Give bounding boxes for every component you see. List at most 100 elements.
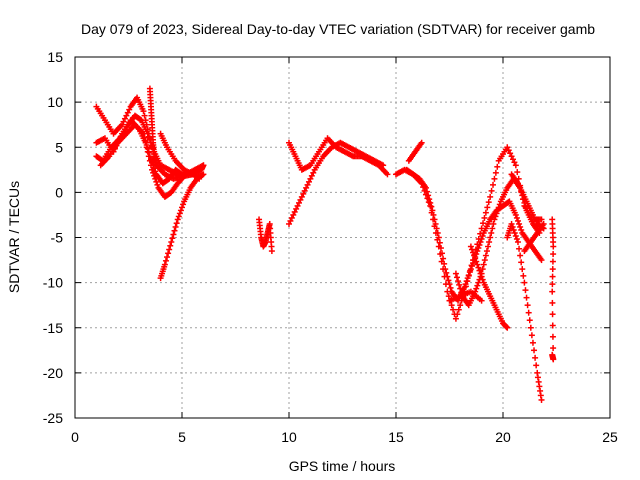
data-point bbox=[470, 249, 477, 256]
data-point bbox=[179, 171, 185, 178]
data-point bbox=[526, 317, 533, 324]
data-point bbox=[162, 257, 169, 264]
data-point bbox=[476, 242, 483, 249]
data-point bbox=[511, 229, 518, 236]
data-point bbox=[454, 311, 461, 318]
data-point bbox=[305, 178, 312, 185]
data-point bbox=[485, 243, 492, 250]
data-point bbox=[295, 199, 302, 206]
data-point bbox=[166, 246, 173, 253]
data-point bbox=[488, 187, 495, 194]
data-point bbox=[448, 302, 455, 309]
data-point bbox=[474, 248, 481, 255]
data-point bbox=[516, 245, 523, 252]
y-tick-label: -10 bbox=[43, 275, 63, 291]
data-point bbox=[549, 281, 556, 288]
data-point bbox=[507, 150, 514, 157]
series-arc-19 bbox=[521, 220, 547, 255]
y-axis-label: SDTVAR / TECUs bbox=[6, 181, 22, 293]
data-point bbox=[489, 225, 496, 232]
data-point bbox=[510, 226, 517, 233]
data-point bbox=[509, 223, 516, 230]
data-point bbox=[435, 234, 442, 241]
data-point bbox=[465, 272, 472, 279]
data-point bbox=[524, 302, 531, 309]
data-point bbox=[140, 130, 147, 137]
data-point bbox=[492, 213, 499, 220]
data-point bbox=[140, 108, 147, 115]
data-point bbox=[300, 190, 307, 197]
data-point bbox=[123, 112, 130, 119]
data-point bbox=[461, 284, 468, 291]
series-arc-7 bbox=[157, 171, 207, 282]
series-arc-6 bbox=[157, 130, 207, 178]
data-point bbox=[431, 216, 438, 223]
series-arc-20 bbox=[549, 216, 557, 363]
data-point bbox=[479, 266, 486, 273]
data-point bbox=[522, 203, 529, 210]
data-point bbox=[538, 216, 545, 223]
data-point bbox=[471, 252, 478, 259]
data-point bbox=[481, 214, 488, 221]
y-tick-label: 15 bbox=[47, 49, 63, 65]
data-point bbox=[120, 118, 127, 125]
data-point bbox=[450, 306, 457, 313]
data-point bbox=[525, 309, 532, 316]
data-point bbox=[468, 246, 475, 253]
data-point bbox=[119, 121, 126, 128]
data-point bbox=[442, 266, 449, 273]
data-point bbox=[518, 259, 525, 266]
data-point bbox=[520, 272, 527, 279]
data-point bbox=[141, 112, 148, 119]
data-point bbox=[549, 288, 556, 295]
data-point bbox=[427, 199, 434, 206]
y-tick-labels: 15 10 5 0 -5 -10 -15 -20 -25 bbox=[43, 49, 63, 426]
data-point bbox=[455, 306, 462, 313]
data-point bbox=[380, 162, 387, 169]
data-point bbox=[481, 257, 488, 264]
data-point bbox=[523, 294, 530, 301]
data-point bbox=[549, 311, 556, 318]
data-point bbox=[154, 181, 161, 188]
data-point bbox=[514, 239, 521, 246]
data-point bbox=[494, 163, 501, 170]
data-point bbox=[429, 207, 436, 214]
series-arc-10 bbox=[286, 139, 387, 227]
data-point bbox=[310, 169, 317, 176]
data-point bbox=[480, 261, 487, 268]
data-point bbox=[384, 171, 391, 178]
data-point bbox=[153, 178, 160, 185]
data-point bbox=[549, 273, 556, 280]
data-point bbox=[473, 285, 480, 292]
data-point bbox=[538, 396, 545, 403]
data-point bbox=[432, 220, 439, 227]
data-point bbox=[495, 204, 502, 211]
data-point bbox=[445, 277, 452, 284]
data-point bbox=[550, 251, 557, 258]
data-point bbox=[153, 162, 160, 169]
data-point bbox=[480, 220, 487, 227]
data-point bbox=[508, 220, 515, 227]
data-point bbox=[291, 208, 298, 215]
data-point bbox=[549, 333, 556, 340]
y-tick-label: -5 bbox=[51, 230, 64, 246]
data-point bbox=[173, 220, 180, 227]
data-point bbox=[124, 109, 131, 116]
data-point bbox=[470, 260, 477, 267]
data-point bbox=[467, 243, 474, 250]
data-point bbox=[491, 216, 498, 223]
data-point bbox=[512, 232, 519, 239]
data-point bbox=[533, 362, 540, 369]
series-arc-4 bbox=[97, 121, 185, 187]
data-point bbox=[538, 257, 545, 264]
data-point bbox=[527, 324, 534, 331]
data-point bbox=[441, 260, 448, 267]
data-point bbox=[496, 201, 503, 208]
data-point bbox=[532, 354, 539, 361]
data-point bbox=[513, 214, 520, 221]
data-point bbox=[518, 226, 525, 233]
data-point bbox=[151, 165, 158, 172]
data-point bbox=[287, 217, 294, 224]
data-point bbox=[462, 281, 469, 288]
data-point bbox=[492, 169, 499, 176]
